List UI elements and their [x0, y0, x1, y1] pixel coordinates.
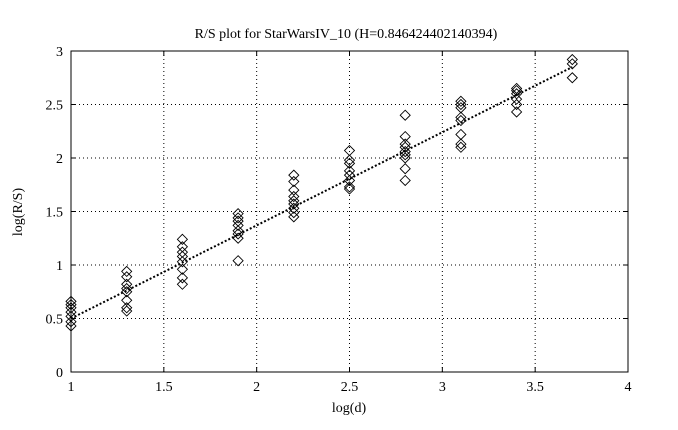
data-point-diamond — [343, 183, 356, 195]
data-point-diamond — [566, 58, 578, 70]
x-tick-label: 1.5 — [155, 380, 173, 395]
data-point-diamond — [399, 163, 411, 175]
x-tick-label: 2.5 — [341, 380, 359, 395]
data-point-diamond — [232, 212, 244, 224]
data-point-diamond — [288, 206, 300, 219]
x-tick-label: 1 — [68, 380, 75, 395]
y-axis-ticks: 0 0.5 1 1.5 2 2.5 3 — [46, 45, 628, 381]
y-tick-label: 3 — [56, 45, 63, 60]
data-point-diamond — [121, 282, 133, 295]
data-point-diamond — [399, 130, 411, 143]
data-point-diamond — [510, 84, 523, 97]
y-tick-label: 1.5 — [46, 206, 64, 221]
chart-title: R/S plot for StarWarsIV_10 (H=0.84642440… — [195, 27, 498, 42]
y-tick-label: 2.5 — [46, 99, 64, 114]
x-tick-label: 2 — [253, 380, 260, 395]
data-point-diamond — [176, 278, 189, 290]
data-point-diamond — [455, 138, 467, 150]
data-points — [65, 53, 578, 332]
data-point-diamond — [176, 263, 189, 275]
data-point-diamond — [566, 72, 578, 84]
data-point-diamond — [121, 294, 133, 306]
x-tick-label: 3 — [439, 380, 446, 395]
data-point-diamond — [399, 138, 411, 150]
data-point-diamond — [288, 195, 300, 207]
data-point-diamond — [455, 111, 467, 123]
data-point-diamond — [65, 310, 77, 322]
data-point-diamond — [232, 208, 244, 220]
data-point-diamond — [65, 316, 77, 328]
data-point-diamond — [176, 241, 189, 253]
data-point-diamond — [399, 174, 411, 187]
y-tick-label: 0.5 — [46, 313, 64, 328]
data-point-diamond — [510, 82, 523, 95]
y-tick-label: 2 — [56, 152, 63, 167]
data-point-diamond — [65, 295, 77, 308]
data-point-diamond — [121, 278, 133, 290]
data-point-diamond — [566, 53, 578, 66]
data-point-diamond — [343, 169, 356, 181]
data-point-diamond — [343, 144, 356, 157]
data-point-diamond — [288, 190, 300, 203]
grid — [71, 51, 628, 372]
data-point-diamond — [455, 141, 467, 153]
data-point-diamond — [65, 320, 77, 332]
data-point-diamond — [232, 232, 244, 244]
data-point-diamond — [176, 233, 189, 245]
data-point-diamond — [288, 202, 300, 214]
x-tick-label: 4 — [625, 380, 632, 395]
data-point-diamond — [455, 98, 467, 111]
y-axis-label: log(R/S) — [11, 188, 26, 237]
data-point-diamond — [288, 169, 300, 181]
y-tick-label: 0 — [56, 366, 63, 381]
x-tick-label: 3.5 — [526, 380, 544, 395]
data-point-diamond — [176, 272, 189, 284]
data-point-diamond — [121, 271, 133, 283]
y-tick-label: 1 — [56, 259, 63, 274]
data-point-diamond — [65, 306, 77, 318]
data-point-diamond — [510, 106, 523, 118]
data-point-diamond — [176, 250, 189, 263]
data-point-diamond — [121, 302, 133, 314]
data-point-diamond — [343, 165, 356, 177]
data-point-diamond — [510, 98, 523, 111]
data-point-diamond — [399, 109, 411, 121]
x-axis-ticks: 1 1.5 2 2.5 3 3.5 4 — [68, 51, 632, 395]
fit-line-group — [70, 66, 573, 320]
data-point-diamond — [232, 225, 244, 237]
data-point-diamond — [455, 95, 467, 107]
data-point-diamond — [455, 128, 467, 141]
data-point-diamond — [343, 174, 356, 187]
data-point-diamond — [121, 265, 133, 278]
data-point-diamond — [510, 93, 523, 105]
data-point-diamond — [176, 256, 189, 268]
data-point-diamond — [399, 152, 411, 164]
data-point-diamond — [288, 211, 300, 223]
data-point-diamond — [232, 255, 244, 267]
data-point-diamond — [121, 305, 133, 317]
data-point-diamond — [343, 154, 356, 166]
x-axis-label: log(d) — [332, 401, 367, 416]
data-point-diamond — [288, 175, 300, 188]
data-point-diamond — [343, 181, 356, 193]
data-point-diamond — [232, 219, 244, 232]
data-point-diamond — [288, 184, 300, 196]
data-point-diamond — [176, 246, 189, 258]
data-point-diamond — [399, 145, 411, 158]
data-point-diamond — [455, 102, 467, 114]
fit-line — [70, 66, 573, 320]
data-point-diamond — [232, 215, 244, 227]
